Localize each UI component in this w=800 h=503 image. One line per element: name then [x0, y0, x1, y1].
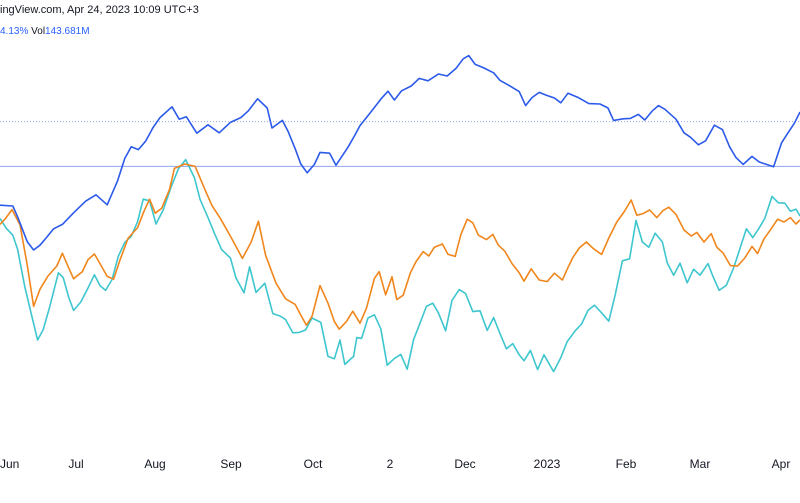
orange-series-line	[0, 163, 800, 330]
x-tick-label: Oct	[304, 457, 323, 471]
x-tick-label: Apr	[772, 457, 791, 471]
series-lines	[0, 54, 800, 373]
teal-series-line	[0, 158, 800, 373]
x-tick-label: Jul	[68, 457, 83, 471]
x-tick-label: 2	[387, 457, 394, 471]
x-tick-label: Sep	[220, 457, 242, 471]
change-percent: 4.13%	[0, 26, 29, 37]
x-tick-label: Aug	[144, 457, 165, 471]
x-tick-label: 2023	[534, 457, 561, 471]
chart-stats-line: 4.13% Vol143.681M	[0, 26, 90, 37]
volume-value: 143.681M	[45, 26, 90, 37]
x-tick-label: Dec	[454, 457, 475, 471]
x-tick-label: Feb	[616, 457, 637, 471]
blue-series-line	[0, 54, 800, 251]
x-tick-label: Jun	[0, 457, 19, 471]
reference-lines	[0, 121, 800, 167]
x-axis-tick-labels: Jun Jul Aug Sep Oct 2 Dec 2023 Feb Mar Apr	[0, 457, 790, 471]
source-date-text: ingView.com, Apr 24, 2023 10:09 UTC+3	[0, 4, 199, 16]
chart-header-source: ingView.com, Apr 24, 2023 10:09 UTC+3	[0, 4, 199, 16]
volume-label: Vol	[31, 26, 46, 37]
x-tick-label: Mar	[690, 457, 711, 471]
